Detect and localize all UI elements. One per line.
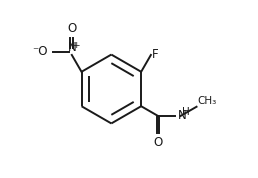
Text: CH₃: CH₃	[198, 96, 217, 106]
Text: O: O	[67, 22, 76, 35]
Text: N: N	[67, 41, 76, 54]
Text: ⁻O: ⁻O	[33, 45, 48, 58]
Text: F: F	[152, 48, 158, 61]
Text: N: N	[178, 109, 186, 122]
Text: H: H	[182, 106, 190, 117]
Text: O: O	[153, 136, 163, 149]
Text: +: +	[72, 41, 80, 50]
